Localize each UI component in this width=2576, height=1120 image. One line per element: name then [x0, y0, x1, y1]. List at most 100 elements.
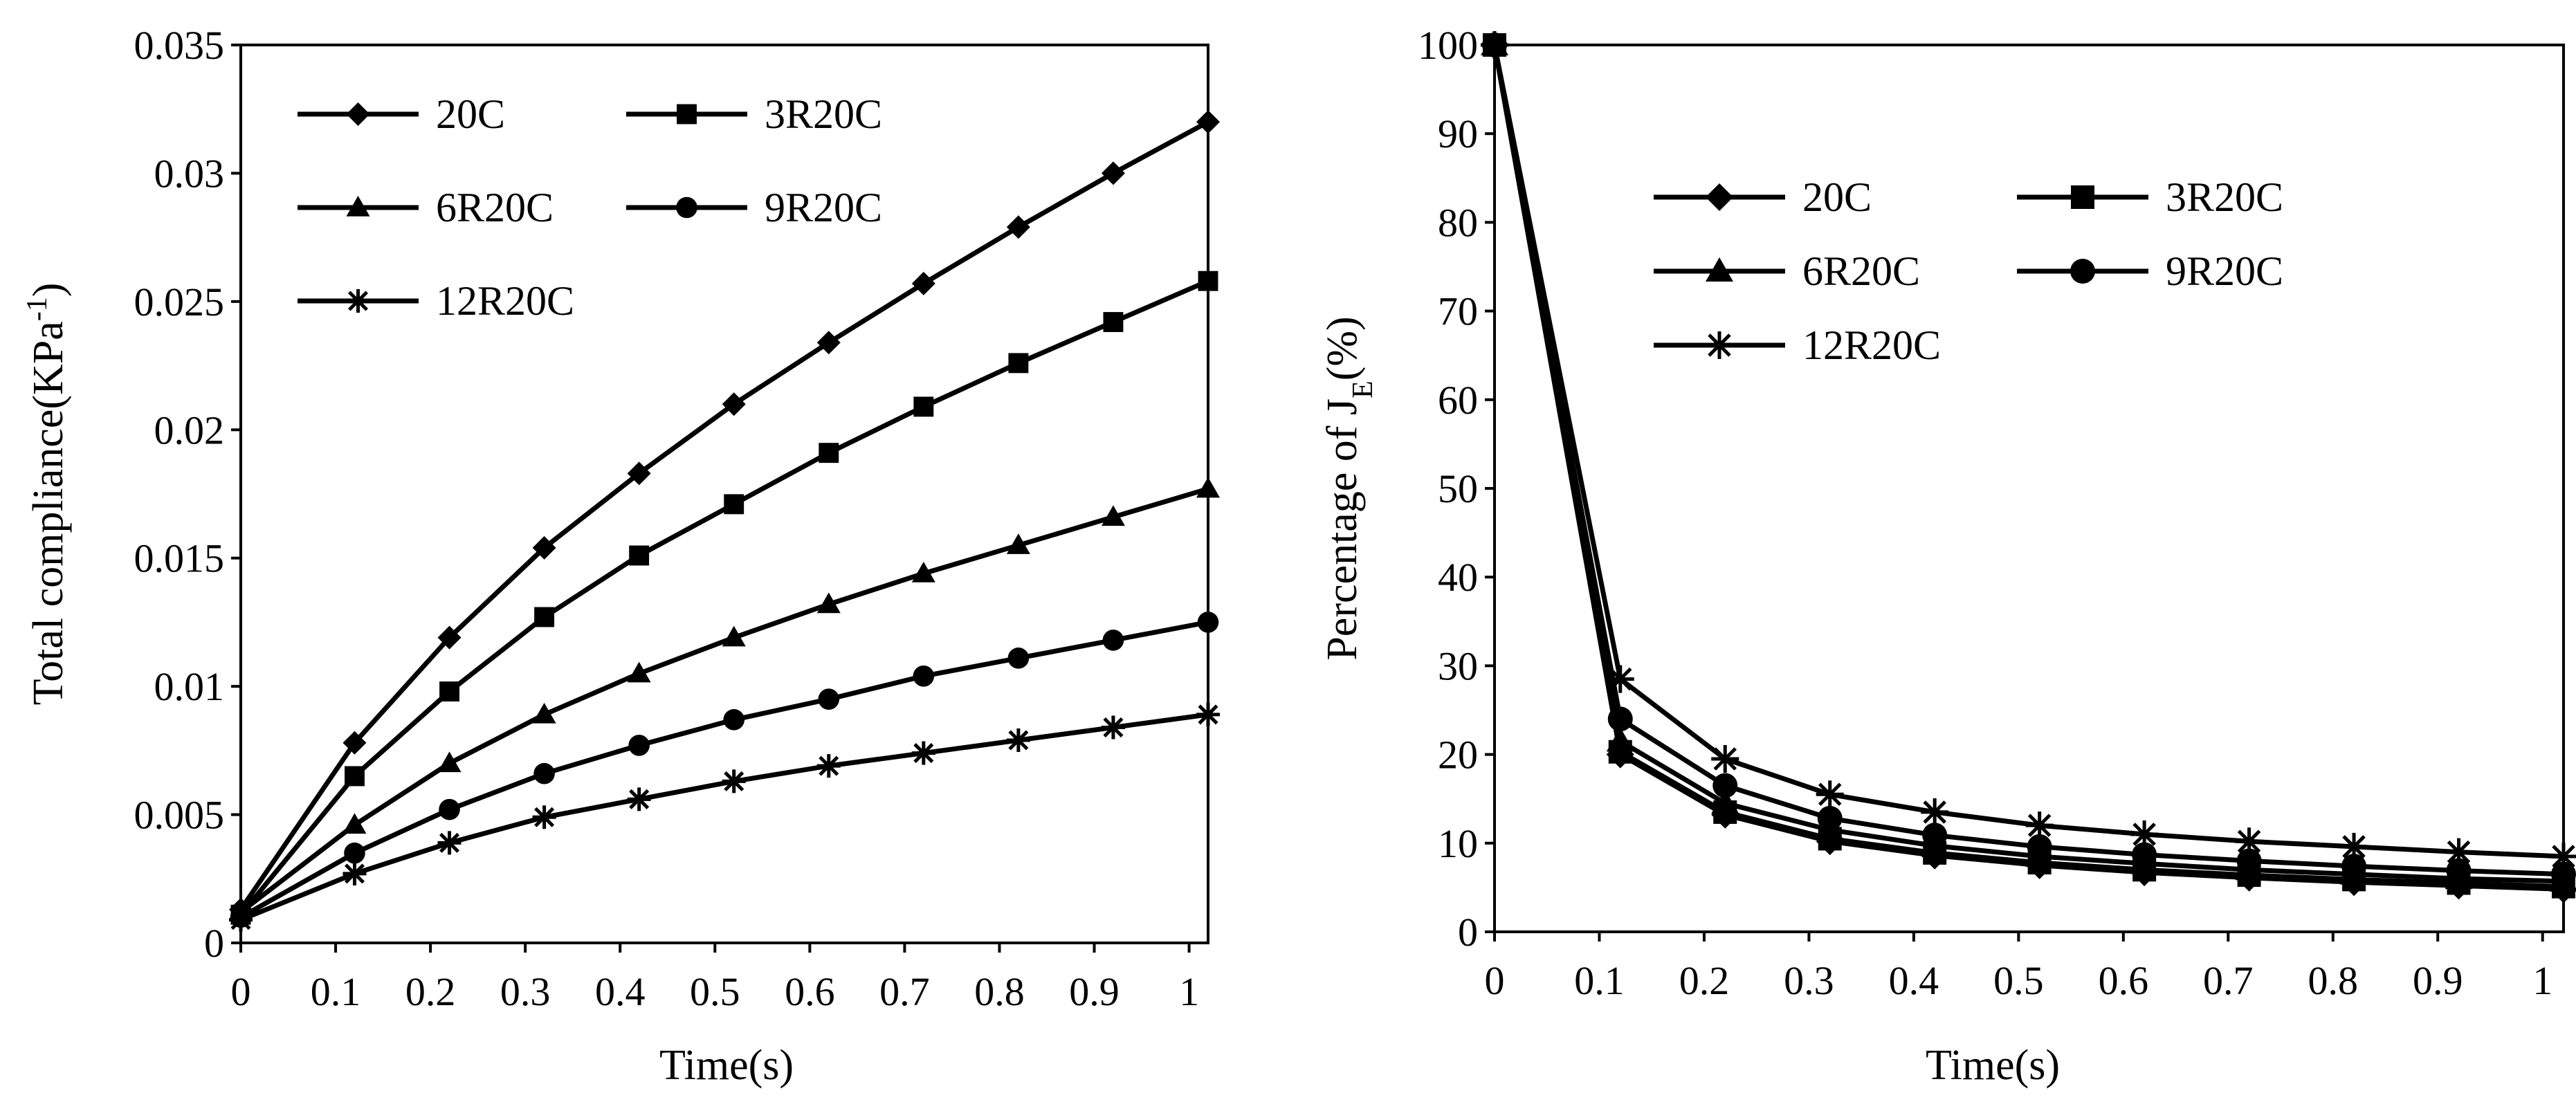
- x-tick-label: 0.5: [1993, 958, 2044, 1003]
- data-point-12R20C: [1921, 798, 1949, 826]
- data-point-9R20C: [1607, 706, 1633, 732]
- x-axis-label: Time(s): [1926, 1042, 2060, 1089]
- data-point-9R20C: [1197, 612, 1219, 633]
- data-point-9R20C: [2341, 854, 2367, 879]
- data-point-6R20C: [627, 661, 651, 683]
- legend-marker: [2071, 185, 2094, 209]
- data-point-9R20C: [1102, 630, 1124, 651]
- y-tick-label: 0.015: [134, 536, 225, 581]
- y-tick-label: 0: [1458, 910, 1478, 955]
- x-tick-label: 0.9: [2413, 958, 2463, 1003]
- legend-label: 20C: [436, 91, 505, 137]
- data-point-3R20C: [724, 494, 745, 515]
- data-point-12R20C: [1606, 665, 1634, 693]
- compliance-chart: 0 0.005 0.01 0.015 0.02 0.025 0.03 0.035 0 0.1 0.…: [21, 23, 1220, 1089]
- x-tick-label: 0.7: [2203, 958, 2254, 1003]
- y-tick-label: 0.005: [134, 793, 225, 838]
- x-tick-label: 0: [231, 969, 251, 1014]
- data-point-20C: [342, 731, 367, 755]
- data-point-3R20C: [439, 681, 459, 702]
- data-point-12R20C: [1711, 745, 1739, 773]
- series-line-12R20C: [1492, 44, 2564, 859]
- legend-item-9R20C: 9R20C: [626, 185, 882, 230]
- data-point-9R20C: [439, 798, 460, 820]
- data-point-9R20C: [2132, 842, 2157, 867]
- data-point-9R20C: [2027, 834, 2052, 859]
- legend-marker: [346, 196, 370, 217]
- data-point-9R20C: [1712, 773, 1738, 798]
- y-axis-label-close: (%): [1319, 316, 1366, 380]
- data-point-9R20C: [2236, 848, 2262, 874]
- data-point-12R20C: [722, 769, 746, 793]
- data-point-6R20C: [532, 702, 556, 724]
- data-point-12R20C: [2025, 811, 2054, 840]
- legend-item-20C: 20C: [298, 91, 505, 137]
- x-tick-label: 1: [2532, 958, 2552, 1003]
- data-point-9R20C: [1817, 805, 1843, 831]
- legend: 20C 3R20C 6R20C 9R20C 12R20C: [298, 91, 882, 324]
- x-tick-label: 0.7: [879, 969, 930, 1014]
- data-point-12R20C: [1101, 715, 1125, 740]
- series-line-6R20C: [239, 486, 1209, 915]
- y-tick-label: 90: [1438, 111, 1478, 156]
- y-tick-label: 40: [1438, 555, 1478, 600]
- data-point-3R20C: [534, 607, 555, 627]
- x-tick-label: 0: [1485, 958, 1505, 1003]
- y-axis-label-main: Percentage of J: [1319, 398, 1366, 661]
- legend-marker: [1706, 183, 1733, 211]
- y-tick-label: 0.035: [134, 23, 225, 68]
- legend-label: 12R20C: [436, 278, 574, 324]
- data-point-6R20C: [722, 625, 746, 647]
- x-tick-label: 0.5: [690, 969, 740, 1014]
- data-point-9R20C: [723, 709, 745, 731]
- x-tick-label: 0.9: [1069, 969, 1120, 1014]
- data-point-6R20C: [1196, 477, 1220, 498]
- data-point-12R20C: [342, 861, 367, 885]
- legend-item-6R20C: 6R20C: [298, 185, 554, 230]
- data-point-12R20C: [1481, 31, 1508, 59]
- y-tick-label: 50: [1438, 466, 1478, 511]
- data-point-9R20C: [913, 665, 935, 687]
- x-tick-label: 0.4: [1889, 958, 1939, 1003]
- data-point-12R20C: [1006, 728, 1030, 753]
- y-tick-label: 20: [1438, 733, 1478, 778]
- data-point-20C: [1196, 110, 1220, 134]
- data-point-6R20C: [1711, 789, 1739, 814]
- data-point-12R20C: [911, 741, 935, 765]
- legend-marker: [676, 196, 697, 219]
- data-point-9R20C: [344, 842, 365, 864]
- legend-item-6R20C: 6R20C: [1654, 248, 1920, 294]
- x-tick-label: 1: [1179, 969, 1199, 1014]
- data-point-6R20C: [437, 751, 462, 773]
- data-point-3R20C: [1198, 270, 1218, 291]
- data-point-6R20C: [911, 561, 935, 582]
- y-tick-label: 100: [1418, 23, 1478, 68]
- legend-item-9R20C: 9R20C: [2017, 248, 2283, 294]
- data-point-12R20C: [532, 805, 556, 829]
- data-point-20C: [1101, 161, 1125, 185]
- legend-marker: [346, 102, 370, 126]
- y-tick-label: 0.02: [154, 407, 225, 452]
- data-point-20C: [722, 392, 746, 416]
- y-tick-label: 10: [1438, 821, 1478, 866]
- data-point-20C: [627, 461, 651, 486]
- y-tick-label: 0.03: [154, 151, 225, 196]
- data-point-6R20C: [342, 813, 367, 834]
- series-line-9R20C: [239, 619, 1209, 919]
- legend-label: 20C: [1802, 174, 1872, 220]
- data-point-20C: [1006, 215, 1030, 239]
- data-point-6R20C: [816, 592, 841, 614]
- y-tick-label: 80: [1438, 200, 1478, 245]
- legend-label: 6R20C: [1802, 248, 1920, 294]
- data-point-12R20C: [627, 787, 651, 811]
- data-point-12R20C: [2340, 832, 2368, 861]
- x-tick-label: 0.1: [1574, 958, 1625, 1003]
- legend-marker: [1706, 331, 1733, 359]
- y-tick-label: 70: [1438, 289, 1478, 334]
- legend-marker: [1706, 257, 1733, 282]
- legend-label: 9R20C: [765, 185, 882, 230]
- plot-frame: [1493, 44, 2565, 933]
- data-point-9R20C: [533, 762, 555, 784]
- data-point-12R20C: [1816, 780, 1844, 809]
- x-tick-label: 0.2: [405, 969, 456, 1014]
